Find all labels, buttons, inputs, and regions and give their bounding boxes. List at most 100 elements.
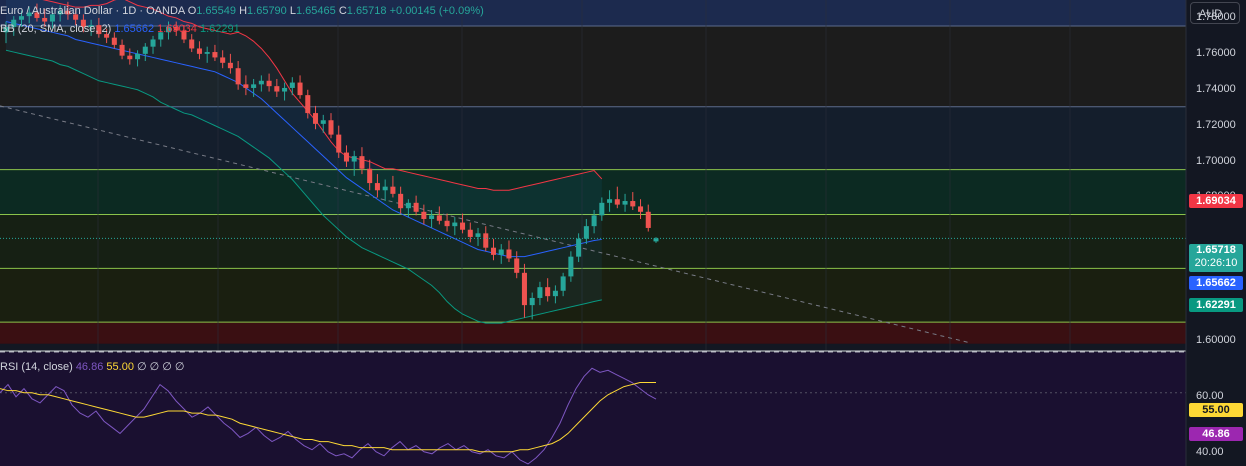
bollinger-bands	[5, 0, 603, 324]
bb-lower-line	[5, 49, 602, 324]
symbol-name[interactable]: Euro / Australian Dollar · 1D · OANDA	[0, 5, 185, 17]
rsi-ma-line	[0, 382, 656, 453]
price-tick: 1.70000	[1196, 154, 1236, 167]
candle-body	[266, 80, 272, 87]
candle-body	[490, 247, 497, 255]
candle-body	[127, 55, 133, 60]
countdown-timer: 20:26:10	[1194, 257, 1238, 269]
candle-body	[3, 26, 9, 33]
candle-body	[398, 193, 404, 209]
rsi-ma-badge: 55.00	[1189, 403, 1243, 417]
price-tick: 1.74000	[1196, 82, 1236, 95]
candle-body	[452, 222, 458, 227]
rsi-badge: 46.86	[1189, 427, 1243, 441]
candle-body	[367, 168, 373, 184]
price-tick: 1.60000	[1196, 334, 1236, 347]
bb-label[interactable]: BB (20, SMA, close, 2)	[0, 23, 112, 35]
bb-basis-badge: 1.65662	[1189, 276, 1243, 290]
low-label: L	[289, 5, 296, 17]
candle-body	[336, 134, 342, 153]
candle-body	[460, 222, 466, 230]
candle-body	[111, 37, 117, 45]
change-value: +0.00145 (+0.09%)	[389, 5, 484, 17]
candle-body	[552, 290, 558, 297]
candle-body	[630, 201, 636, 207]
rsi-label[interactable]: RSI (14, close)	[0, 361, 73, 373]
candle-body	[506, 249, 512, 259]
candle-body	[390, 186, 396, 194]
candle-body	[49, 14, 55, 22]
candle-body	[297, 82, 303, 96]
candle-body	[614, 199, 620, 205]
candle-body	[320, 120, 326, 124]
bb-basis-line	[5, 21, 602, 258]
axis-separator	[1185, 0, 1246, 466]
rsi-ma-value: 55.00	[106, 361, 134, 373]
candle-body	[88, 25, 94, 27]
candle-body	[235, 68, 241, 85]
candle-body	[65, 10, 71, 15]
candle-body	[583, 226, 589, 239]
rsi-tick-60: 60.00	[1196, 390, 1224, 402]
candle-body	[282, 87, 288, 92]
candle-body	[645, 211, 651, 228]
close-value: 1.65718	[346, 5, 387, 17]
currency-button[interactable]: AUD	[1190, 2, 1240, 24]
candle-body	[599, 202, 605, 216]
candle-body	[274, 86, 280, 92]
trendline	[0, 105, 971, 344]
candle-body	[227, 62, 233, 69]
price-axis-bg	[1186, 0, 1246, 466]
zone-band	[0, 268, 1186, 323]
rsi-legend: RSI (14, close) 46.86 55.00 ∅ ∅ ∅ ∅	[0, 360, 185, 374]
zone-band	[0, 26, 1186, 107]
candle-body	[483, 233, 489, 248]
rsi-tick-40: 40.00	[1196, 446, 1224, 458]
candle-body	[560, 276, 566, 291]
zone-band	[0, 322, 1186, 344]
price-tick: 1.72000	[1196, 118, 1236, 131]
candle-body	[328, 120, 334, 135]
zone-band	[0, 0, 1186, 27]
candle-body	[591, 215, 597, 227]
candle-body	[57, 10, 63, 15]
candle-body	[607, 199, 613, 203]
symbol-legend: Euro / Australian Dollar · 1D · OANDA O1…	[0, 4, 484, 18]
bollinger-band-fill	[6, 0, 602, 324]
candle-body	[196, 48, 202, 54]
zone-band	[0, 169, 1186, 215]
candle-body	[405, 202, 411, 209]
candle-body	[514, 258, 520, 273]
candle-body	[135, 53, 141, 60]
candle-body	[243, 84, 249, 88]
high-value: 1.65790	[247, 5, 287, 17]
candle-body	[351, 156, 357, 162]
candle-body	[18, 16, 24, 20]
candle-body	[220, 57, 226, 63]
candle-body	[34, 12, 40, 18]
candle-body	[73, 14, 79, 20]
bb-upper-value: 1.69034	[157, 23, 197, 35]
candle-body	[150, 39, 156, 47]
candle-body	[258, 80, 264, 85]
candle-body	[622, 201, 628, 205]
candle-body	[165, 26, 172, 33]
candle-body	[638, 206, 644, 212]
candle-body	[529, 297, 535, 306]
candle-body	[413, 202, 419, 212]
candle-body	[436, 215, 442, 221]
rsi-line	[0, 367, 657, 465]
high-label: H	[239, 5, 248, 17]
candle-body	[11, 19, 17, 27]
candle-body	[181, 30, 187, 40]
candle-body	[545, 287, 551, 297]
candle-body	[158, 32, 164, 40]
candlesticks	[3, 1, 659, 320]
candle-body	[467, 229, 473, 237]
candle-body	[343, 152, 349, 162]
candle-body	[212, 52, 218, 58]
bb-legend: BB (20, SMA, close, 2) 1.65662 1.69034 1…	[0, 22, 240, 36]
candle-body	[289, 82, 295, 88]
rsi-background	[0, 352, 1186, 466]
